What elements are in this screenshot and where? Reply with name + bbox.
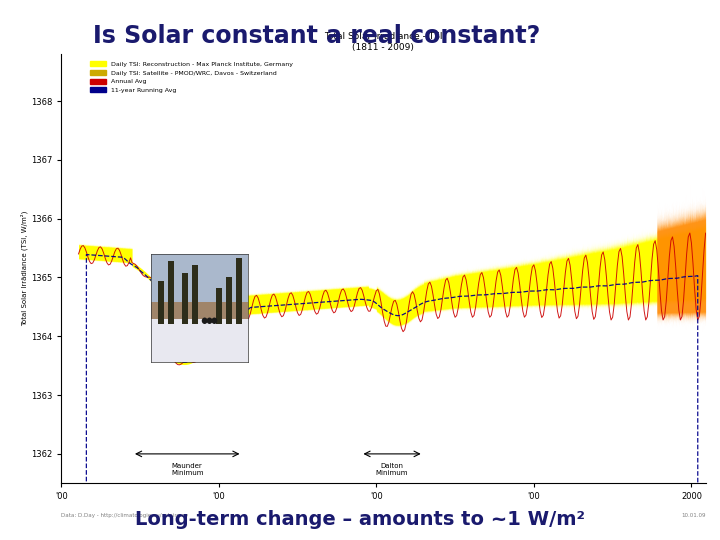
- Text: Is Solar constant a real constant?: Is Solar constant a real constant?: [93, 24, 541, 48]
- Bar: [151, 254, 248, 302]
- Text: 10.01.09: 10.01.09: [681, 514, 706, 518]
- Bar: [151, 319, 248, 362]
- Title: Total Solar Irradiance - TSI
(1811 - 2009): Total Solar Irradiance - TSI (1811 - 200…: [324, 32, 443, 52]
- Bar: [192, 265, 198, 324]
- Bar: [168, 261, 174, 324]
- Bar: [158, 281, 164, 324]
- Circle shape: [202, 318, 207, 324]
- Text: Data: D.Day - http://climatologie.eu/solaire.ev: Data: D.Day - http://climatologie.eu/sol…: [61, 514, 189, 518]
- Y-axis label: Total Solar Irrädiance (TSI, W/m²): Total Solar Irrädiance (TSI, W/m²): [20, 211, 28, 326]
- Legend: Daily TSI: Reconstruction - Max Planck Institute, Germany, Daily TSI: Satellite : Daily TSI: Reconstruction - Max Planck I…: [90, 62, 293, 93]
- Text: Long-term change – amounts to ~1 W/m²: Long-term change – amounts to ~1 W/m²: [135, 510, 585, 529]
- Bar: [226, 277, 232, 324]
- Bar: [182, 273, 188, 324]
- Bar: [235, 258, 242, 324]
- Circle shape: [207, 318, 212, 324]
- Circle shape: [212, 318, 217, 324]
- Text: Dalton
Minimum: Dalton Minimum: [376, 463, 408, 476]
- Bar: [216, 288, 222, 324]
- Text: Maunder
Minimum: Maunder Minimum: [171, 463, 204, 476]
